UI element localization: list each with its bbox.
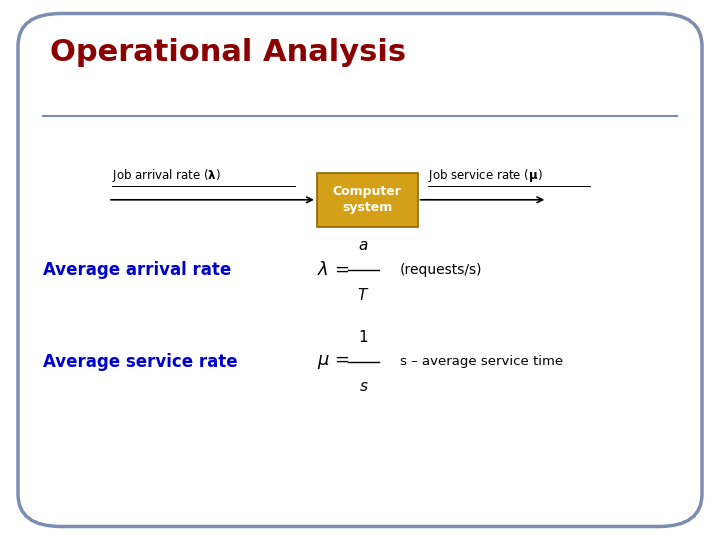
Text: $\mu$ =: $\mu$ = <box>317 353 349 371</box>
FancyBboxPatch shape <box>18 14 702 526</box>
Text: $a$: $a$ <box>359 238 369 253</box>
Text: Job arrival rate ($\mathbf{\lambda}$): Job arrival rate ($\mathbf{\lambda}$) <box>112 167 220 184</box>
Text: Average arrival rate: Average arrival rate <box>43 261 231 279</box>
Text: $\lambda$ =: $\lambda$ = <box>317 261 349 279</box>
Text: Average service rate: Average service rate <box>43 353 238 371</box>
Text: Operational Analysis: Operational Analysis <box>50 38 407 67</box>
Text: $s$: $s$ <box>359 379 369 394</box>
Text: Job service rate ($\mathbf{\mu}$): Job service rate ($\mathbf{\mu}$) <box>428 167 543 184</box>
Text: $1$: $1$ <box>359 328 369 345</box>
Text: Computer
system: Computer system <box>333 185 402 214</box>
Text: (requests/s): (requests/s) <box>400 263 482 277</box>
Text: s – average service time: s – average service time <box>400 355 563 368</box>
Text: $T$: $T$ <box>357 287 370 303</box>
FancyBboxPatch shape <box>317 173 418 227</box>
